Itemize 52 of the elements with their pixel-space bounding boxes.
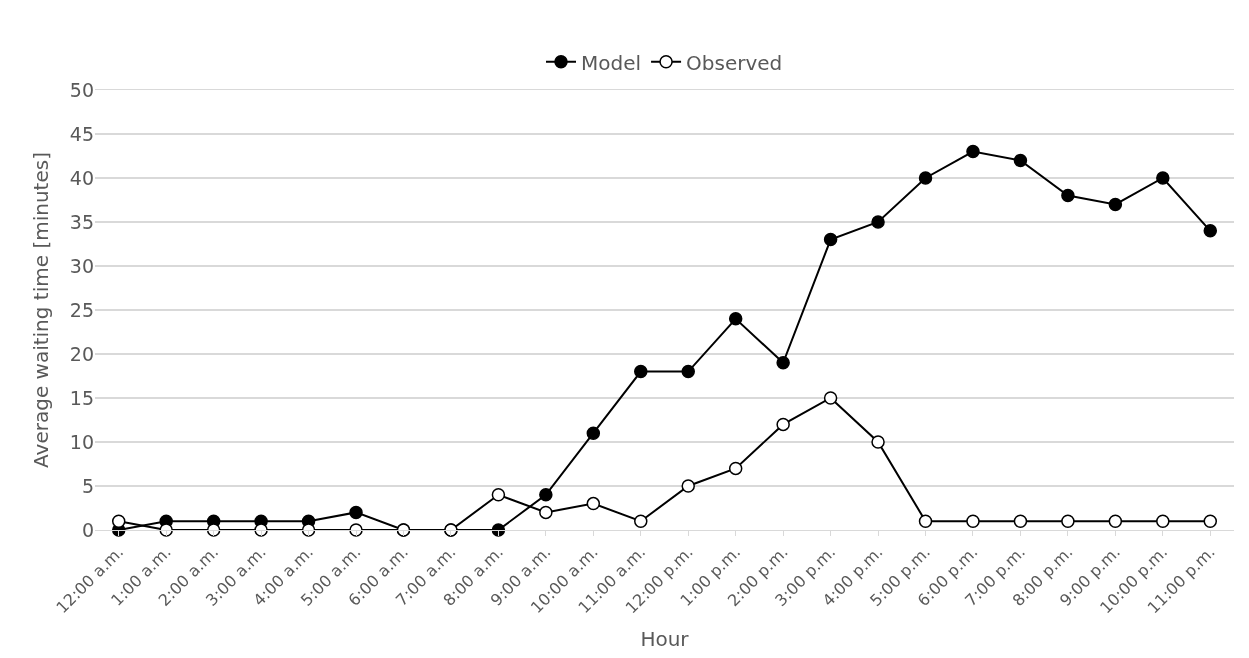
- point: [539, 505, 553, 520]
- point: [918, 514, 933, 528]
- point: [1061, 188, 1075, 203]
- point: [728, 461, 743, 476]
- y-tick-label: 0: [81, 518, 94, 541]
- point: [1013, 514, 1028, 528]
- point: [586, 426, 601, 440]
- point: [823, 391, 838, 405]
- y-tick-label: 25: [69, 298, 94, 321]
- point: [776, 417, 790, 432]
- legend-label: Model: [581, 50, 642, 75]
- point: [918, 171, 933, 185]
- point: [159, 523, 173, 537]
- point: [1156, 514, 1170, 528]
- y-tick-label: 20: [69, 342, 94, 365]
- point: [871, 435, 885, 449]
- point: [301, 523, 316, 537]
- point: [539, 488, 553, 502]
- point: [491, 488, 506, 502]
- point: [1013, 153, 1028, 168]
- point: [111, 514, 126, 528]
- point: [206, 523, 221, 537]
- point: [1061, 514, 1075, 528]
- y-tick-label: 5: [81, 474, 94, 497]
- point: [966, 144, 980, 159]
- point: [586, 496, 601, 511]
- point: [1156, 171, 1170, 185]
- point: [349, 505, 363, 520]
- y-tick-label: 15: [69, 386, 94, 409]
- point: [491, 523, 506, 537]
- y-tick-label: 45: [69, 122, 94, 145]
- point: [871, 215, 885, 229]
- x-axis-title: Hour: [640, 626, 690, 651]
- point: [966, 514, 980, 528]
- point: [681, 479, 695, 493]
- point: [634, 514, 648, 528]
- legend-label: Observed: [686, 50, 783, 75]
- point: [1203, 514, 1218, 528]
- y-axis-title: Average waiting time [minutes]: [29, 152, 54, 468]
- y-tick-label: 40: [69, 166, 94, 189]
- point: [681, 364, 695, 379]
- y-tick-label: 35: [69, 210, 94, 233]
- point: [823, 232, 838, 247]
- y-tick-label: 30: [69, 254, 94, 277]
- point: [776, 356, 790, 370]
- y-tick-label: 50: [69, 78, 94, 101]
- point: [1108, 514, 1123, 528]
- y-tick-label: 10: [69, 430, 94, 453]
- point: [634, 364, 648, 379]
- point: [1203, 224, 1218, 238]
- point: [728, 312, 743, 326]
- point: [1108, 197, 1123, 212]
